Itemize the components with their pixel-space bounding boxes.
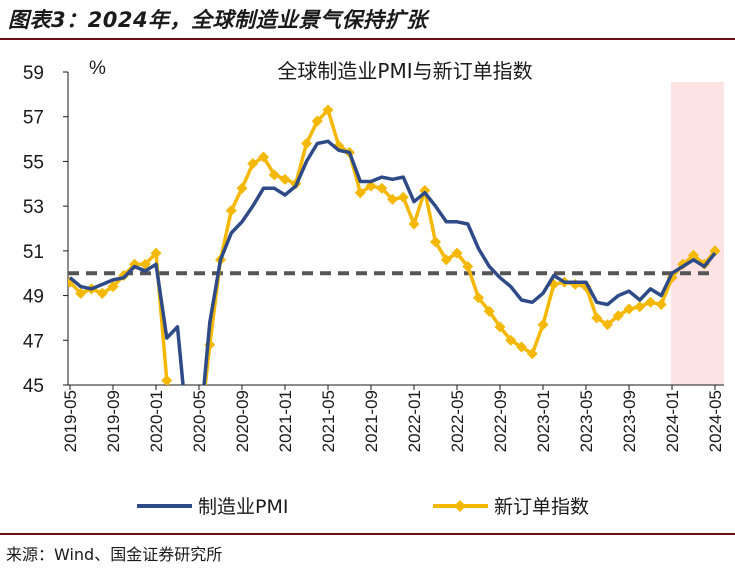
x-tick-label: 2020-01 <box>147 390 166 452</box>
data-point-new-orders <box>397 191 409 203</box>
chart-title: 全球制造业PMI与新订单指数 <box>277 59 532 83</box>
top-divider <box>0 38 735 40</box>
data-point-new-orders <box>505 334 517 346</box>
data-point-new-orders <box>354 187 366 199</box>
series-line-pmi <box>68 139 717 385</box>
x-tick-label: 2019-05 <box>61 390 80 452</box>
data-point-new-orders <box>150 247 162 259</box>
legend-neworders-marker <box>454 500 466 512</box>
line-chart: 45 47 49 51 53 55 57 59 2019-05 2019-09 2020-01 202… <box>23 58 725 518</box>
y-tick-label: 45 <box>23 376 44 397</box>
x-tick-label: 2024-05 <box>706 390 725 452</box>
data-point-new-orders <box>387 193 398 205</box>
x-tick-label: 2023-05 <box>577 390 596 452</box>
data-point-new-orders <box>322 104 334 116</box>
x-tick-label: 2019-09 <box>104 390 123 452</box>
data-point-new-orders <box>623 303 635 315</box>
data-point-new-orders <box>494 321 506 333</box>
data-point-new-orders <box>311 115 323 127</box>
x-tick-label: 2021-01 <box>276 390 295 452</box>
data-point-new-orders <box>462 261 474 273</box>
data-point-new-orders <box>408 218 420 230</box>
data-point-new-orders <box>645 296 656 308</box>
data-point-new-orders <box>634 301 646 313</box>
x-tick-label: 2023-09 <box>620 390 639 452</box>
data-point-new-orders <box>612 310 624 322</box>
x-tick-label: 2021-05 <box>319 390 338 452</box>
data-point-new-orders <box>376 182 388 194</box>
data-point-new-orders <box>591 312 603 324</box>
x-tick-label: 2023-01 <box>534 390 553 452</box>
data-point-new-orders <box>537 319 549 331</box>
x-tick-label: 2020-09 <box>233 390 252 452</box>
data-point-new-orders <box>451 247 463 259</box>
pmi-overlay <box>68 139 717 385</box>
y-tick-label: 53 <box>23 197 44 218</box>
data-point-new-orders <box>161 375 173 385</box>
data-point-new-orders <box>139 258 151 270</box>
x-tick-label: 2024-01 <box>663 390 682 452</box>
legend-pmi-label: 制造业PMI <box>198 496 288 518</box>
data-point-new-orders <box>526 348 538 360</box>
x-tick-label: 2022-05 <box>448 390 467 452</box>
data-point-new-orders <box>483 305 495 317</box>
data-point-new-orders <box>440 254 452 266</box>
x-tick-label: 2022-01 <box>405 390 424 452</box>
data-point-new-orders <box>688 249 699 261</box>
data-point-new-orders <box>602 319 613 331</box>
data-point-new-orders <box>430 236 441 248</box>
axes: 45 47 49 51 53 55 57 59 2019-05 2019-09 2020-01 202… <box>23 63 725 452</box>
x-tick-label: 2020-05 <box>190 390 209 452</box>
data-point-new-orders <box>247 158 259 170</box>
y-tick-label: 57 <box>23 108 44 129</box>
data-point-new-orders <box>268 169 280 181</box>
data-point-new-orders <box>655 299 667 311</box>
y-tick-label: 47 <box>23 331 44 352</box>
y-tick-label: 59 <box>23 63 44 84</box>
data-point-new-orders <box>75 287 87 299</box>
data-point-new-orders <box>279 173 291 185</box>
data-point-new-orders <box>225 205 237 217</box>
legend-neworders-label: 新订单指数 <box>494 496 589 518</box>
data-point-new-orders <box>236 182 248 194</box>
y-tick-label: 55 <box>23 152 44 173</box>
data-point-new-orders <box>258 151 269 163</box>
data-point-new-orders <box>107 281 119 293</box>
data-point-new-orders <box>96 287 108 299</box>
y-unit: % <box>89 58 106 79</box>
highlight-region <box>671 82 724 385</box>
figure-title: 图表3：2024年，全球制造业景气保持扩张 <box>8 8 428 32</box>
data-point-new-orders <box>473 292 484 304</box>
data-point-new-orders <box>365 180 377 192</box>
data-point-new-orders <box>301 138 312 150</box>
legend: 制造业PMI 新订单指数 <box>137 496 589 518</box>
y-tick-label: 49 <box>23 287 44 308</box>
data-point-new-orders <box>709 245 721 257</box>
source-note: 来源：Wind、国金证券研究所 <box>6 545 223 564</box>
x-tick-label: 2021-09 <box>362 390 381 452</box>
data-point-new-orders <box>516 341 527 353</box>
x-tick-label: 2022-09 <box>491 390 510 452</box>
bottom-divider <box>0 533 735 535</box>
y-tick-label: 51 <box>23 242 44 263</box>
